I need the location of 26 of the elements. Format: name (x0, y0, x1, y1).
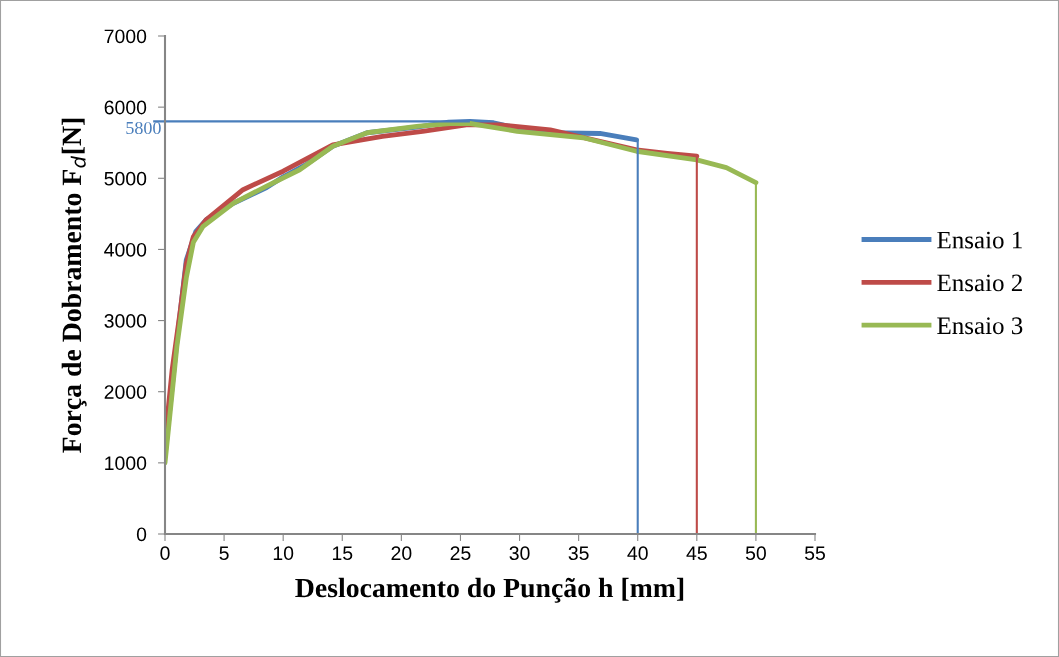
legend-label: Ensaio 2 (937, 274, 1022, 292)
y-axis-title: Força de Dobramento F$_{d}$[N] (61, 118, 87, 453)
y-tick-label: 0 (136, 527, 147, 542)
x-tick-label: 55 (804, 546, 825, 561)
ref-line-label: 5800 (126, 121, 161, 135)
x-tick-label: 45 (686, 546, 707, 561)
x-tick-label: 10 (273, 546, 294, 561)
y-tick-label: 7000 (104, 29, 147, 44)
y-tick-label: 5000 (104, 171, 147, 186)
y-tick-label: 1000 (105, 456, 147, 471)
x-tick-label: 0 (160, 546, 170, 561)
x-tick-label: 40 (627, 546, 648, 561)
legend-label: Ensaio 3 (937, 317, 1023, 335)
x-tick-label: 35 (568, 546, 589, 561)
x-tick-label: 30 (509, 546, 530, 561)
y-tick-label: 4000 (104, 242, 147, 257)
x-tick-label: 25 (450, 546, 471, 561)
x-tick-label: 20 (391, 546, 412, 561)
legend-label: Ensaio 1 (937, 231, 1022, 249)
x-tick-label: 5 (219, 546, 229, 561)
y-tick-label: 6000 (104, 100, 147, 115)
x-tick-label: 15 (332, 546, 353, 561)
y-tick-label: 2000 (104, 385, 147, 399)
y-tick-label: 3000 (104, 314, 147, 328)
x-tick-label: 50 (745, 546, 766, 561)
x-axis-title: Deslocamento do Punção h [mm] (295, 577, 684, 603)
